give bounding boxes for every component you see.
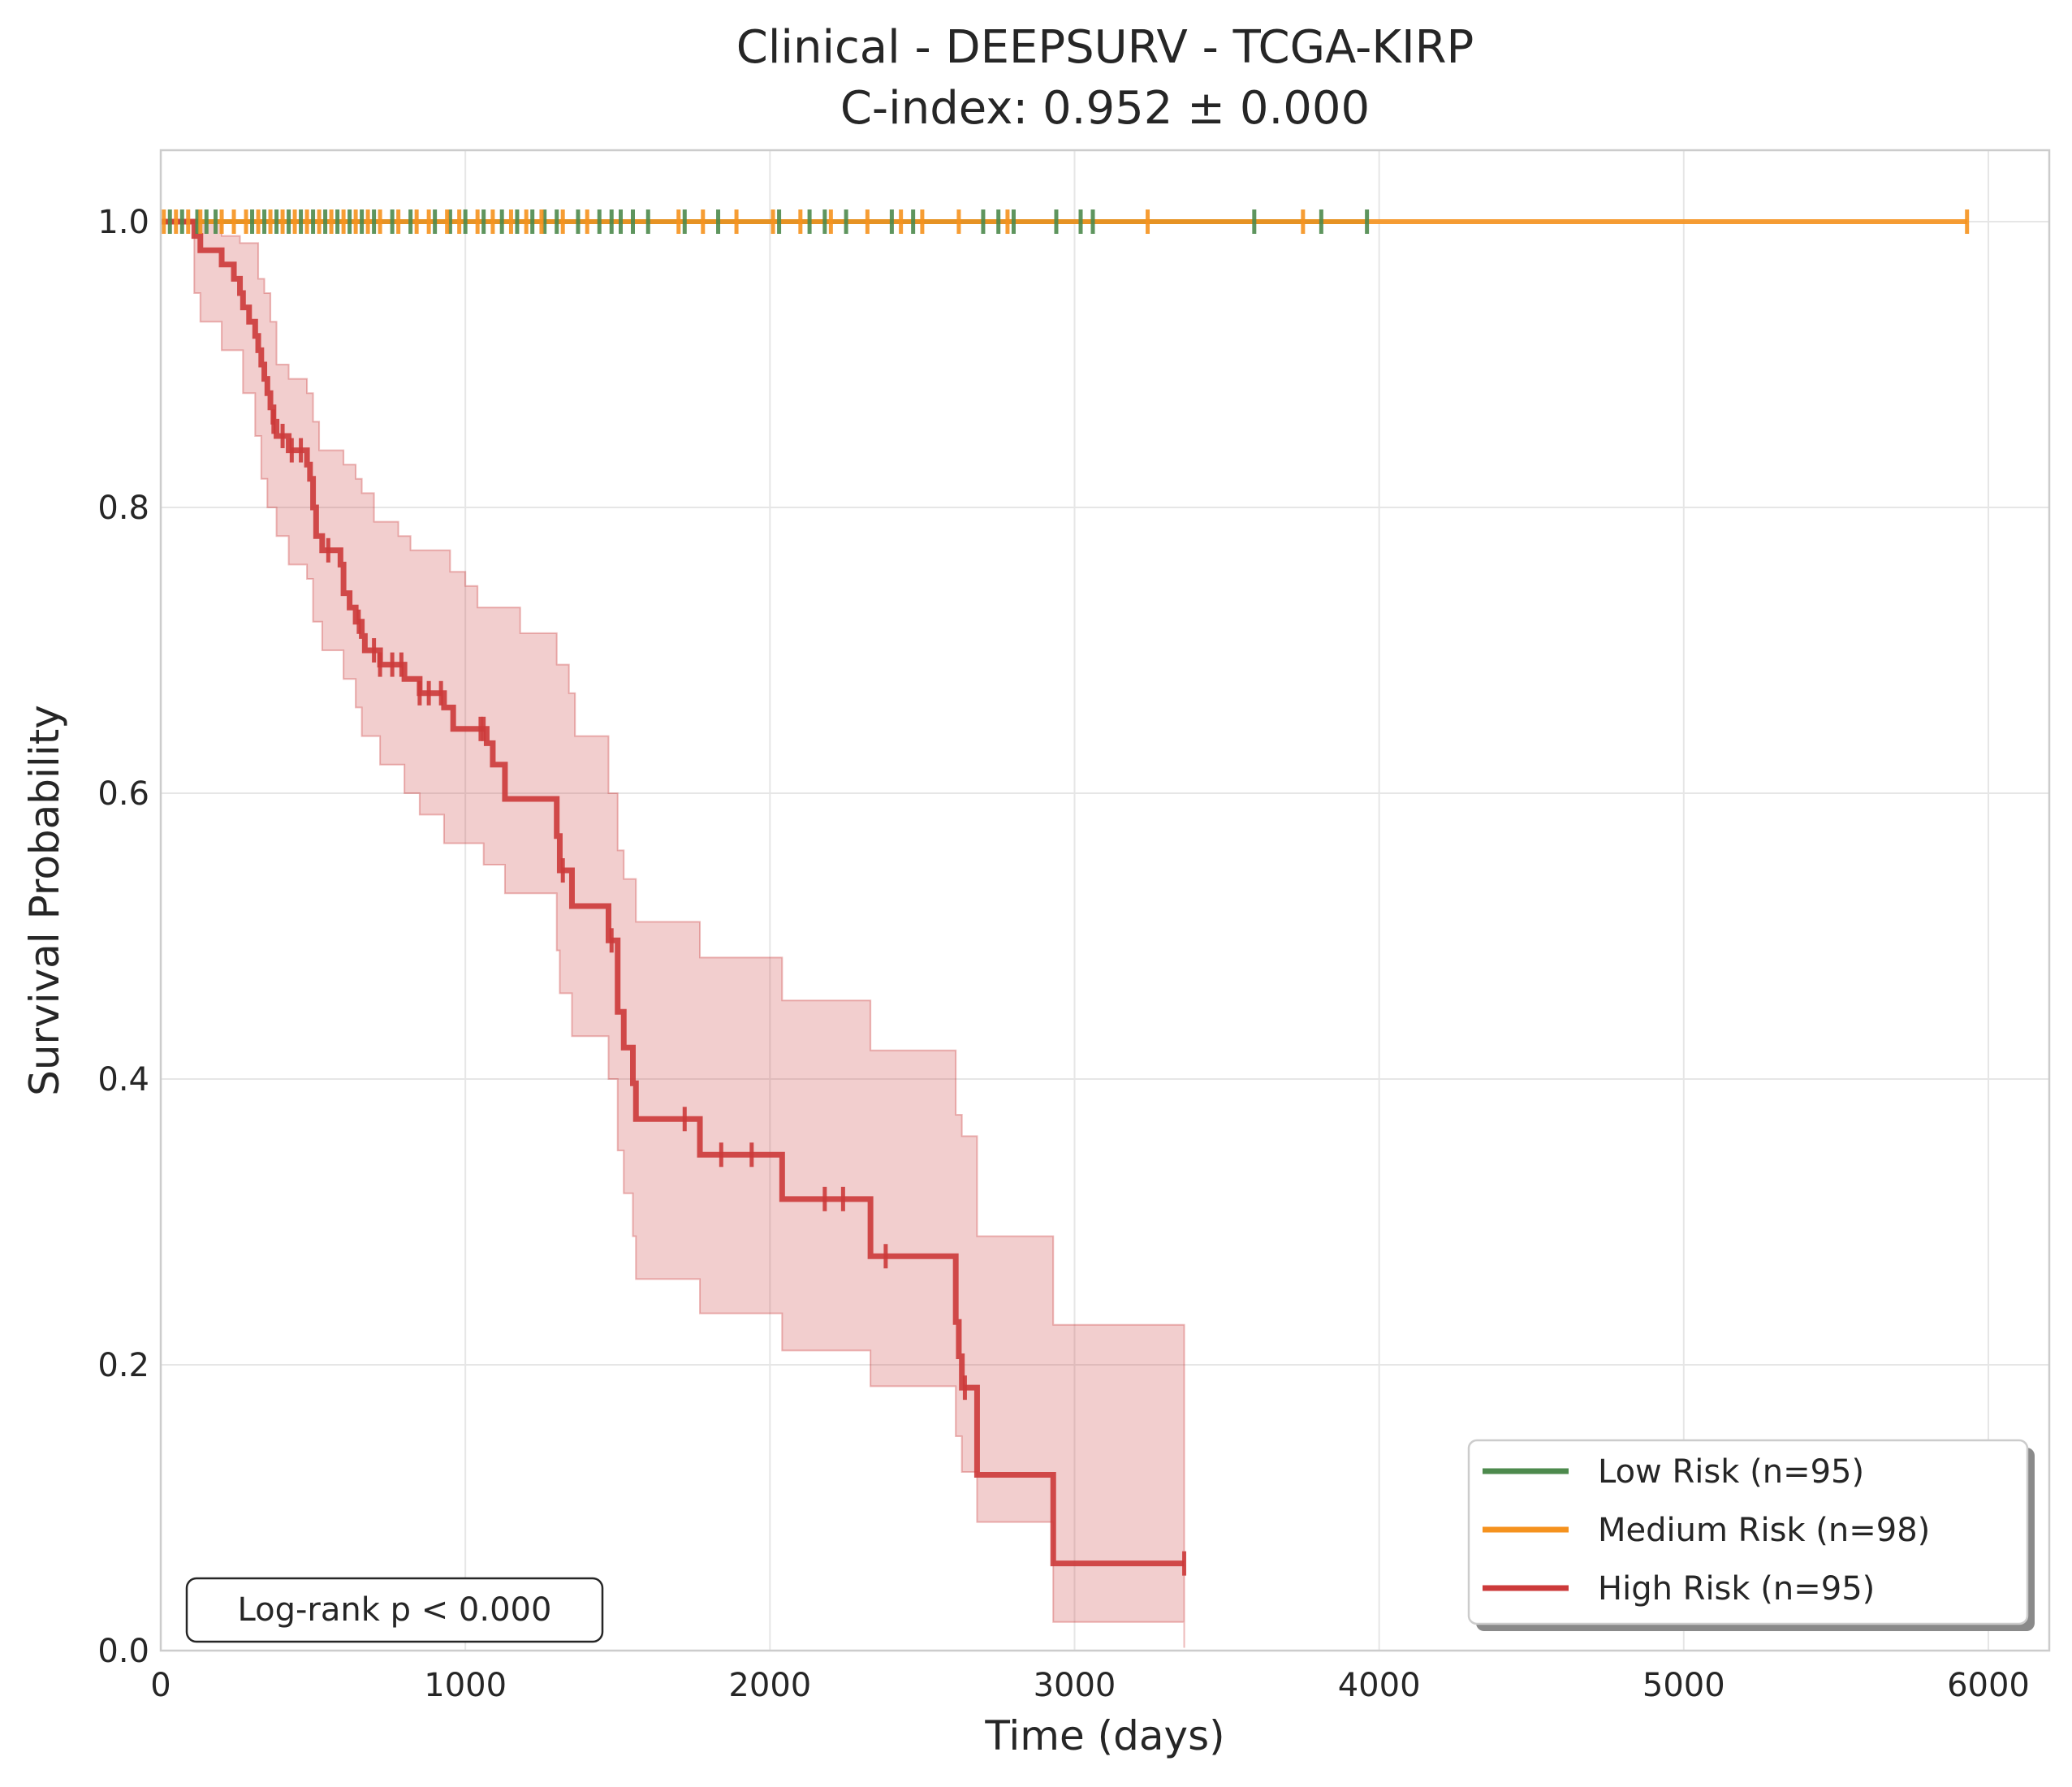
x-tick-label: 6000 xyxy=(1947,1667,2030,1704)
y-axis-label: Survival Probability xyxy=(21,705,68,1096)
chart-title-line1: Clinical - DEEPSURV - TCGA-KIRP xyxy=(736,21,1474,74)
x-tick-label: 4000 xyxy=(1338,1667,1421,1704)
legend-box xyxy=(1467,1439,2029,1625)
x-axis-label: Time (days) xyxy=(984,1712,1224,1759)
annotation-text: Log-rank p < 0.000 xyxy=(238,1591,552,1629)
y-tick-label: 0.2 xyxy=(97,1347,149,1384)
y-tick-label: 1.0 xyxy=(97,204,149,241)
logrank-annotation: Log-rank p < 0.000 xyxy=(185,1577,604,1643)
annotation-box xyxy=(185,1577,604,1643)
plot-frame xyxy=(159,149,2051,1652)
x-tick-label: 1000 xyxy=(424,1667,507,1704)
survival-curve-high xyxy=(161,218,1185,1567)
censor-group-medium xyxy=(162,209,1970,234)
y-tick-label: 0.8 xyxy=(97,490,149,527)
x-tick-label: 0 xyxy=(150,1667,171,1704)
censor-group-low xyxy=(167,209,1370,234)
y-tick-label: 0.0 xyxy=(97,1633,149,1670)
censor-marks xyxy=(162,209,1970,1576)
legend-label-medium: Medium Risk (n=98) xyxy=(1598,1512,1930,1549)
x-tick-label: 3000 xyxy=(1034,1667,1116,1704)
censor-group-high xyxy=(271,409,1187,1576)
y-tick-label: 0.6 xyxy=(97,775,149,813)
legend: Low Risk (n=95) Medium Risk (n=98) High Ri… xyxy=(1467,1439,2035,1631)
y-tick-label: 0.4 xyxy=(97,1061,149,1099)
x-tick-label: 5000 xyxy=(1642,1667,1725,1704)
axis-ticks: 0 1000 2000 3000 4000 5000 6000 0.0 0.2 0.4 0.6 0.8… xyxy=(97,204,2029,1704)
ci-band-high xyxy=(161,221,1185,1648)
confidence-bands xyxy=(161,221,1185,1648)
chart-title-line2: C-index: 0.952 ± 0.000 xyxy=(840,82,1370,135)
x-tick-label: 2000 xyxy=(728,1667,811,1704)
legend-label-high: High Risk (n=95) xyxy=(1598,1570,1875,1608)
legend-items: Low Risk (n=95) Medium Risk (n=98) High Ri… xyxy=(1483,1453,1930,1608)
legend-label-low: Low Risk (n=95) xyxy=(1598,1453,1864,1491)
